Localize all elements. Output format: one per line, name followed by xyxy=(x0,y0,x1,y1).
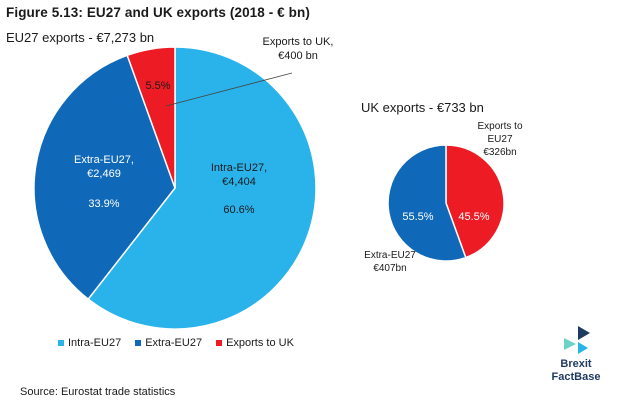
uk-chart-title: UK exports - €733 bn xyxy=(361,100,484,115)
eu27-slice-extra-eu27 xyxy=(33,54,176,301)
legend-item-exports-uk: Exports to UK xyxy=(216,337,294,349)
legend-label-exports-uk: Exports to UK xyxy=(226,337,294,349)
legend-label-intra-eu27: Intra-EU27 xyxy=(68,337,122,349)
legend-swatch-extra-eu27 xyxy=(135,340,142,346)
legend-item-intra-eu27: Intra-EU27 xyxy=(58,337,121,349)
uk-slice-exports-to-eu27 xyxy=(445,144,505,259)
uk-slice-extra-eu27 xyxy=(387,144,467,262)
brexit-factbase-logo: Brexit FactBase xyxy=(548,322,604,386)
eu-extra-pct: 33.9% xyxy=(88,198,119,210)
eu27-slice-intra-eu27 xyxy=(87,46,317,330)
eu-intra-pct: 60.6% xyxy=(223,204,254,216)
legend-swatch-intra-eu27 xyxy=(58,340,64,346)
legend-swatch-exports-uk xyxy=(216,340,223,346)
eu-uk-callout-value: €400 bn xyxy=(278,50,318,62)
eu-intra-value: €4,404 xyxy=(222,176,256,188)
eu-uk-leader-line xyxy=(165,72,293,107)
logo-text-brexit: Brexit xyxy=(560,358,592,370)
logo-mark-icon xyxy=(564,326,590,354)
legend: Intra-EU27 Extra-EU27 Exports to UK xyxy=(58,337,294,349)
uk-eu27-label-2: EU27 xyxy=(487,134,512,145)
eu27-slice-exports-to-uk xyxy=(126,46,176,189)
eu-intra-label: Intra-EU27, xyxy=(211,162,267,174)
figure-title: Figure 5.13: EU27 and UK exports (2018 -… xyxy=(6,5,310,20)
uk-extra-label-2: €407bn xyxy=(373,263,406,274)
uk-eu27-label-3: €326bn xyxy=(483,147,516,158)
logo-text-factbase: FactBase xyxy=(551,371,601,383)
uk-extra-pct: 55.5% xyxy=(402,211,433,223)
uk-extra-label-1: Extra-EU27 xyxy=(364,250,416,261)
chart-labels: Extra-EU27, €2,469 33.9% Intra-EU27, €4,… xyxy=(74,36,523,274)
eu-uk-callout-label: Exports to UK, xyxy=(263,36,334,48)
uk-eu27-label-1: Exports to xyxy=(477,121,522,132)
eu-extra-label: Extra-EU27, xyxy=(74,154,134,166)
source-note: Source: Eurostat trade statistics xyxy=(20,386,176,398)
uk-eu27-pct: 45.5% xyxy=(458,211,489,223)
eu27-pie xyxy=(33,46,317,330)
eu-uk-pct: 5.5% xyxy=(145,80,170,92)
legend-label-extra-eu27: Extra-EU27 xyxy=(145,337,203,349)
eu-extra-value: €2,469 xyxy=(87,168,121,180)
legend-item-extra-eu27: Extra-EU27 xyxy=(135,337,202,349)
uk-pie xyxy=(387,144,505,262)
eu27-chart-title: EU27 exports - €7,273 bn xyxy=(6,30,155,45)
